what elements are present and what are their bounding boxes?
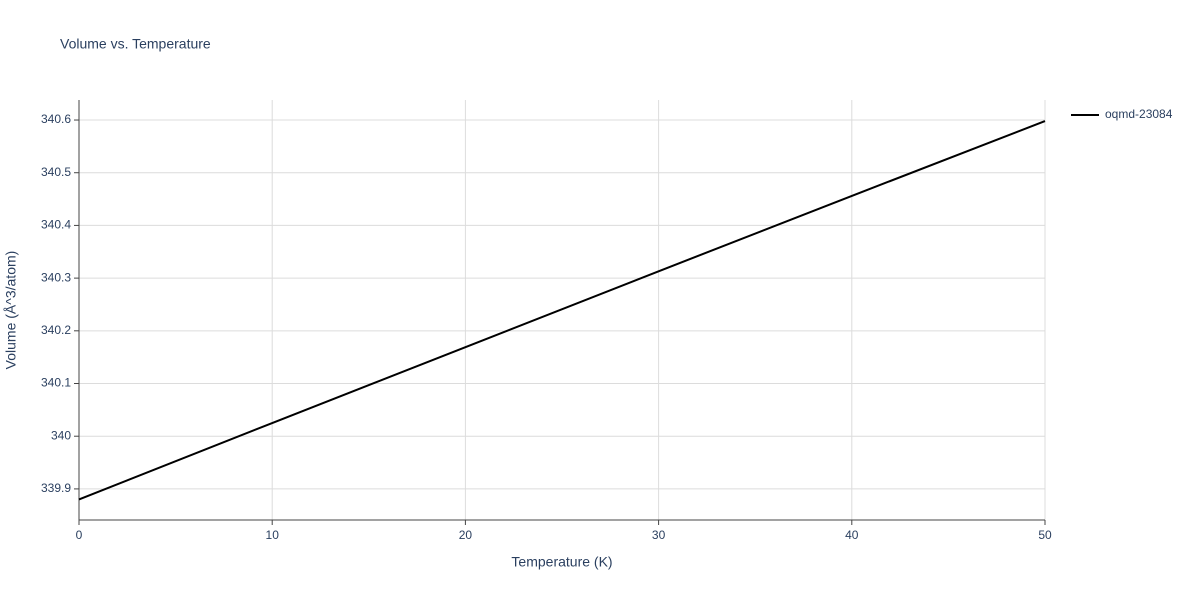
y-tick-label: 340.2	[41, 323, 71, 337]
y-axis-label: Volume (Å^3/atom)	[3, 251, 19, 370]
data-line	[78, 120, 1046, 501]
x-tick-label: 30	[652, 528, 666, 542]
y-tick-label: 340	[51, 428, 71, 442]
y-tick-label: 340.6	[41, 112, 71, 126]
y-tick-label: 340.1	[41, 376, 71, 390]
x-tick-label: 40	[845, 528, 859, 542]
chart-title: Volume vs. Temperature	[60, 36, 211, 52]
x-axis-label: Temperature (K)	[511, 554, 612, 570]
x-tick-label: 0	[76, 528, 83, 542]
legend-label: oqmd-23084	[1105, 107, 1173, 121]
y-tick-label: 340.4	[41, 218, 71, 232]
x-tick-label: 10	[266, 528, 280, 542]
x-tick-label: 20	[459, 528, 473, 542]
y-tick-label: 339.9	[41, 481, 71, 495]
x-tick-label: 50	[1038, 528, 1052, 542]
y-tick-label: 340.5	[41, 165, 71, 179]
y-tick-label: 340.3	[41, 270, 71, 284]
